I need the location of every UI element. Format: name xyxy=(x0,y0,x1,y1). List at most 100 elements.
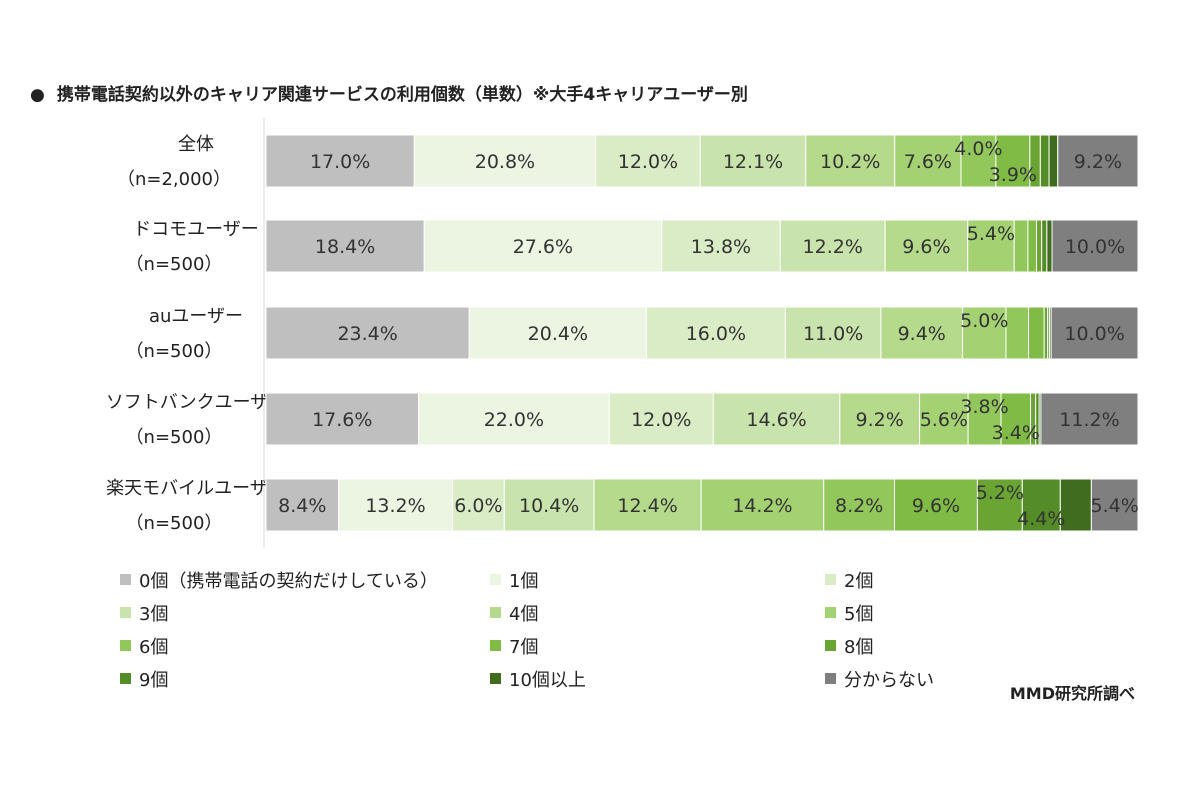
category-sample-size: （n=500） xyxy=(126,513,223,534)
bar-segment xyxy=(1046,219,1053,273)
legend-item: 6個 xyxy=(120,634,490,658)
legend-item: 4個 xyxy=(490,601,825,625)
legend-item: 0個（携帯電話の契約だけしている） xyxy=(120,568,490,592)
bar-segment xyxy=(884,219,969,273)
bar-segment xyxy=(880,306,964,360)
bar-segment xyxy=(1041,219,1048,273)
bar-segment xyxy=(1021,478,1061,532)
data-label: 4.4% xyxy=(1017,508,1065,530)
data-label: 11.2% xyxy=(1059,409,1119,431)
data-label: 17.6% xyxy=(312,409,372,431)
bar-segment xyxy=(894,134,962,188)
data-label: 10.0% xyxy=(1064,323,1124,345)
legend-item: 1個 xyxy=(490,568,825,592)
legend-item: 10個以上 xyxy=(490,667,825,691)
category-label: 楽天モバイルユーザー xyxy=(106,478,286,499)
bar-segment xyxy=(595,134,701,188)
data-label: 12.0% xyxy=(618,151,678,173)
data-label: 20.8% xyxy=(475,151,535,173)
data-label: 10.4% xyxy=(519,495,579,517)
bar-segment xyxy=(699,134,807,188)
data-label: 10.0% xyxy=(1065,236,1125,258)
bar-segment xyxy=(1013,219,1029,273)
bar-segment xyxy=(894,478,978,532)
bar-segment xyxy=(265,134,415,188)
category-label: ソフトバンクユーザー xyxy=(106,392,287,413)
data-label: 6.0% xyxy=(454,495,502,517)
legend-swatch xyxy=(825,673,836,684)
legend-label: 5個 xyxy=(844,603,874,625)
legend-item: 分からない xyxy=(825,667,1025,691)
data-label: 3.8% xyxy=(960,396,1008,418)
bar-segment xyxy=(1043,306,1049,360)
bar-segment xyxy=(1036,219,1043,273)
legend-swatch xyxy=(120,640,131,651)
data-label: 9.2% xyxy=(856,409,904,431)
data-label: 5.4% xyxy=(967,223,1015,245)
data-label: 7.6% xyxy=(904,151,952,173)
category-sample-size: （n=2,000） xyxy=(117,169,231,190)
legend-item: 7個 xyxy=(490,634,825,658)
data-label: 12.4% xyxy=(617,495,677,517)
legend-item: 2個 xyxy=(825,568,1025,592)
bar-segment xyxy=(1000,392,1032,446)
bar-segment xyxy=(413,134,597,188)
legend-label: 2個 xyxy=(844,570,874,592)
bar-segment xyxy=(608,392,714,446)
legend-item: 8個 xyxy=(825,634,1025,658)
legend-label: 3個 xyxy=(139,603,169,625)
data-label: 3.9% xyxy=(989,164,1037,186)
data-label: 14.6% xyxy=(746,409,806,431)
legend-label: 0個（携帯電話の契約だけしている） xyxy=(139,570,438,592)
bar-segment xyxy=(423,219,663,273)
legend-label: 6個 xyxy=(139,636,169,658)
bar-segment xyxy=(1028,306,1045,360)
legend-label: 10個以上 xyxy=(509,669,586,691)
legend-item: 3個 xyxy=(120,601,490,625)
legend-swatch xyxy=(490,607,501,618)
bar-segment xyxy=(1005,306,1030,360)
data-label: 16.0% xyxy=(686,323,746,345)
category-sample-size: （n=500） xyxy=(126,254,223,275)
data-label: 22.0% xyxy=(484,409,544,431)
bar-segment xyxy=(1050,306,1139,360)
bar-segment xyxy=(700,478,825,532)
data-label: 12.0% xyxy=(631,409,691,431)
legend-item: 9個 xyxy=(120,667,490,691)
data-label: 23.4% xyxy=(337,323,397,345)
legend-swatch xyxy=(825,607,836,618)
bar-segment xyxy=(1057,134,1139,188)
bar-segment xyxy=(1059,478,1092,532)
category-label: 全体 xyxy=(178,134,214,155)
legend-label: 7個 xyxy=(509,636,539,658)
bar-segment xyxy=(418,392,610,446)
data-label: 12.1% xyxy=(723,151,783,173)
data-label: 11.0% xyxy=(803,323,863,345)
data-label: 14.2% xyxy=(732,495,792,517)
bar-segment xyxy=(919,392,969,446)
legend: 0個（携帯電話の契約だけしている） 1個 2個 3個 4個 5個 6個 7個 8個 9個 10個以上… xyxy=(120,568,960,691)
data-label: 5.6% xyxy=(920,409,968,431)
stacked-bar-chart: 全体 （n=2,000） 17.0% 20.8% 12.0% 12.1% 10.2% 7.6%… xyxy=(106,118,1139,548)
legend-swatch xyxy=(490,574,501,585)
data-label: 10.2% xyxy=(820,151,880,173)
bar-segment xyxy=(995,134,1031,188)
legend-swatch xyxy=(120,607,131,618)
bar-segment xyxy=(265,306,470,360)
source-note: MMD研究所調べ xyxy=(1009,684,1135,703)
title-bullet: ● xyxy=(30,85,45,105)
bar-segment xyxy=(468,306,647,360)
data-label: 27.6% xyxy=(513,236,573,258)
legend-swatch xyxy=(825,574,836,585)
bar-segment xyxy=(1040,392,1139,446)
legend-label: 4個 xyxy=(509,603,539,625)
bar-segment xyxy=(779,219,886,273)
data-label: 13.2% xyxy=(365,495,425,517)
bar-segment xyxy=(1048,134,1059,188)
data-label: 4.0% xyxy=(954,138,1002,160)
bar-segment xyxy=(1027,219,1038,273)
bar-segment xyxy=(265,219,425,273)
bar-segment xyxy=(712,392,841,446)
legend-item: 5個 xyxy=(825,601,1025,625)
bar-segment xyxy=(805,134,896,188)
